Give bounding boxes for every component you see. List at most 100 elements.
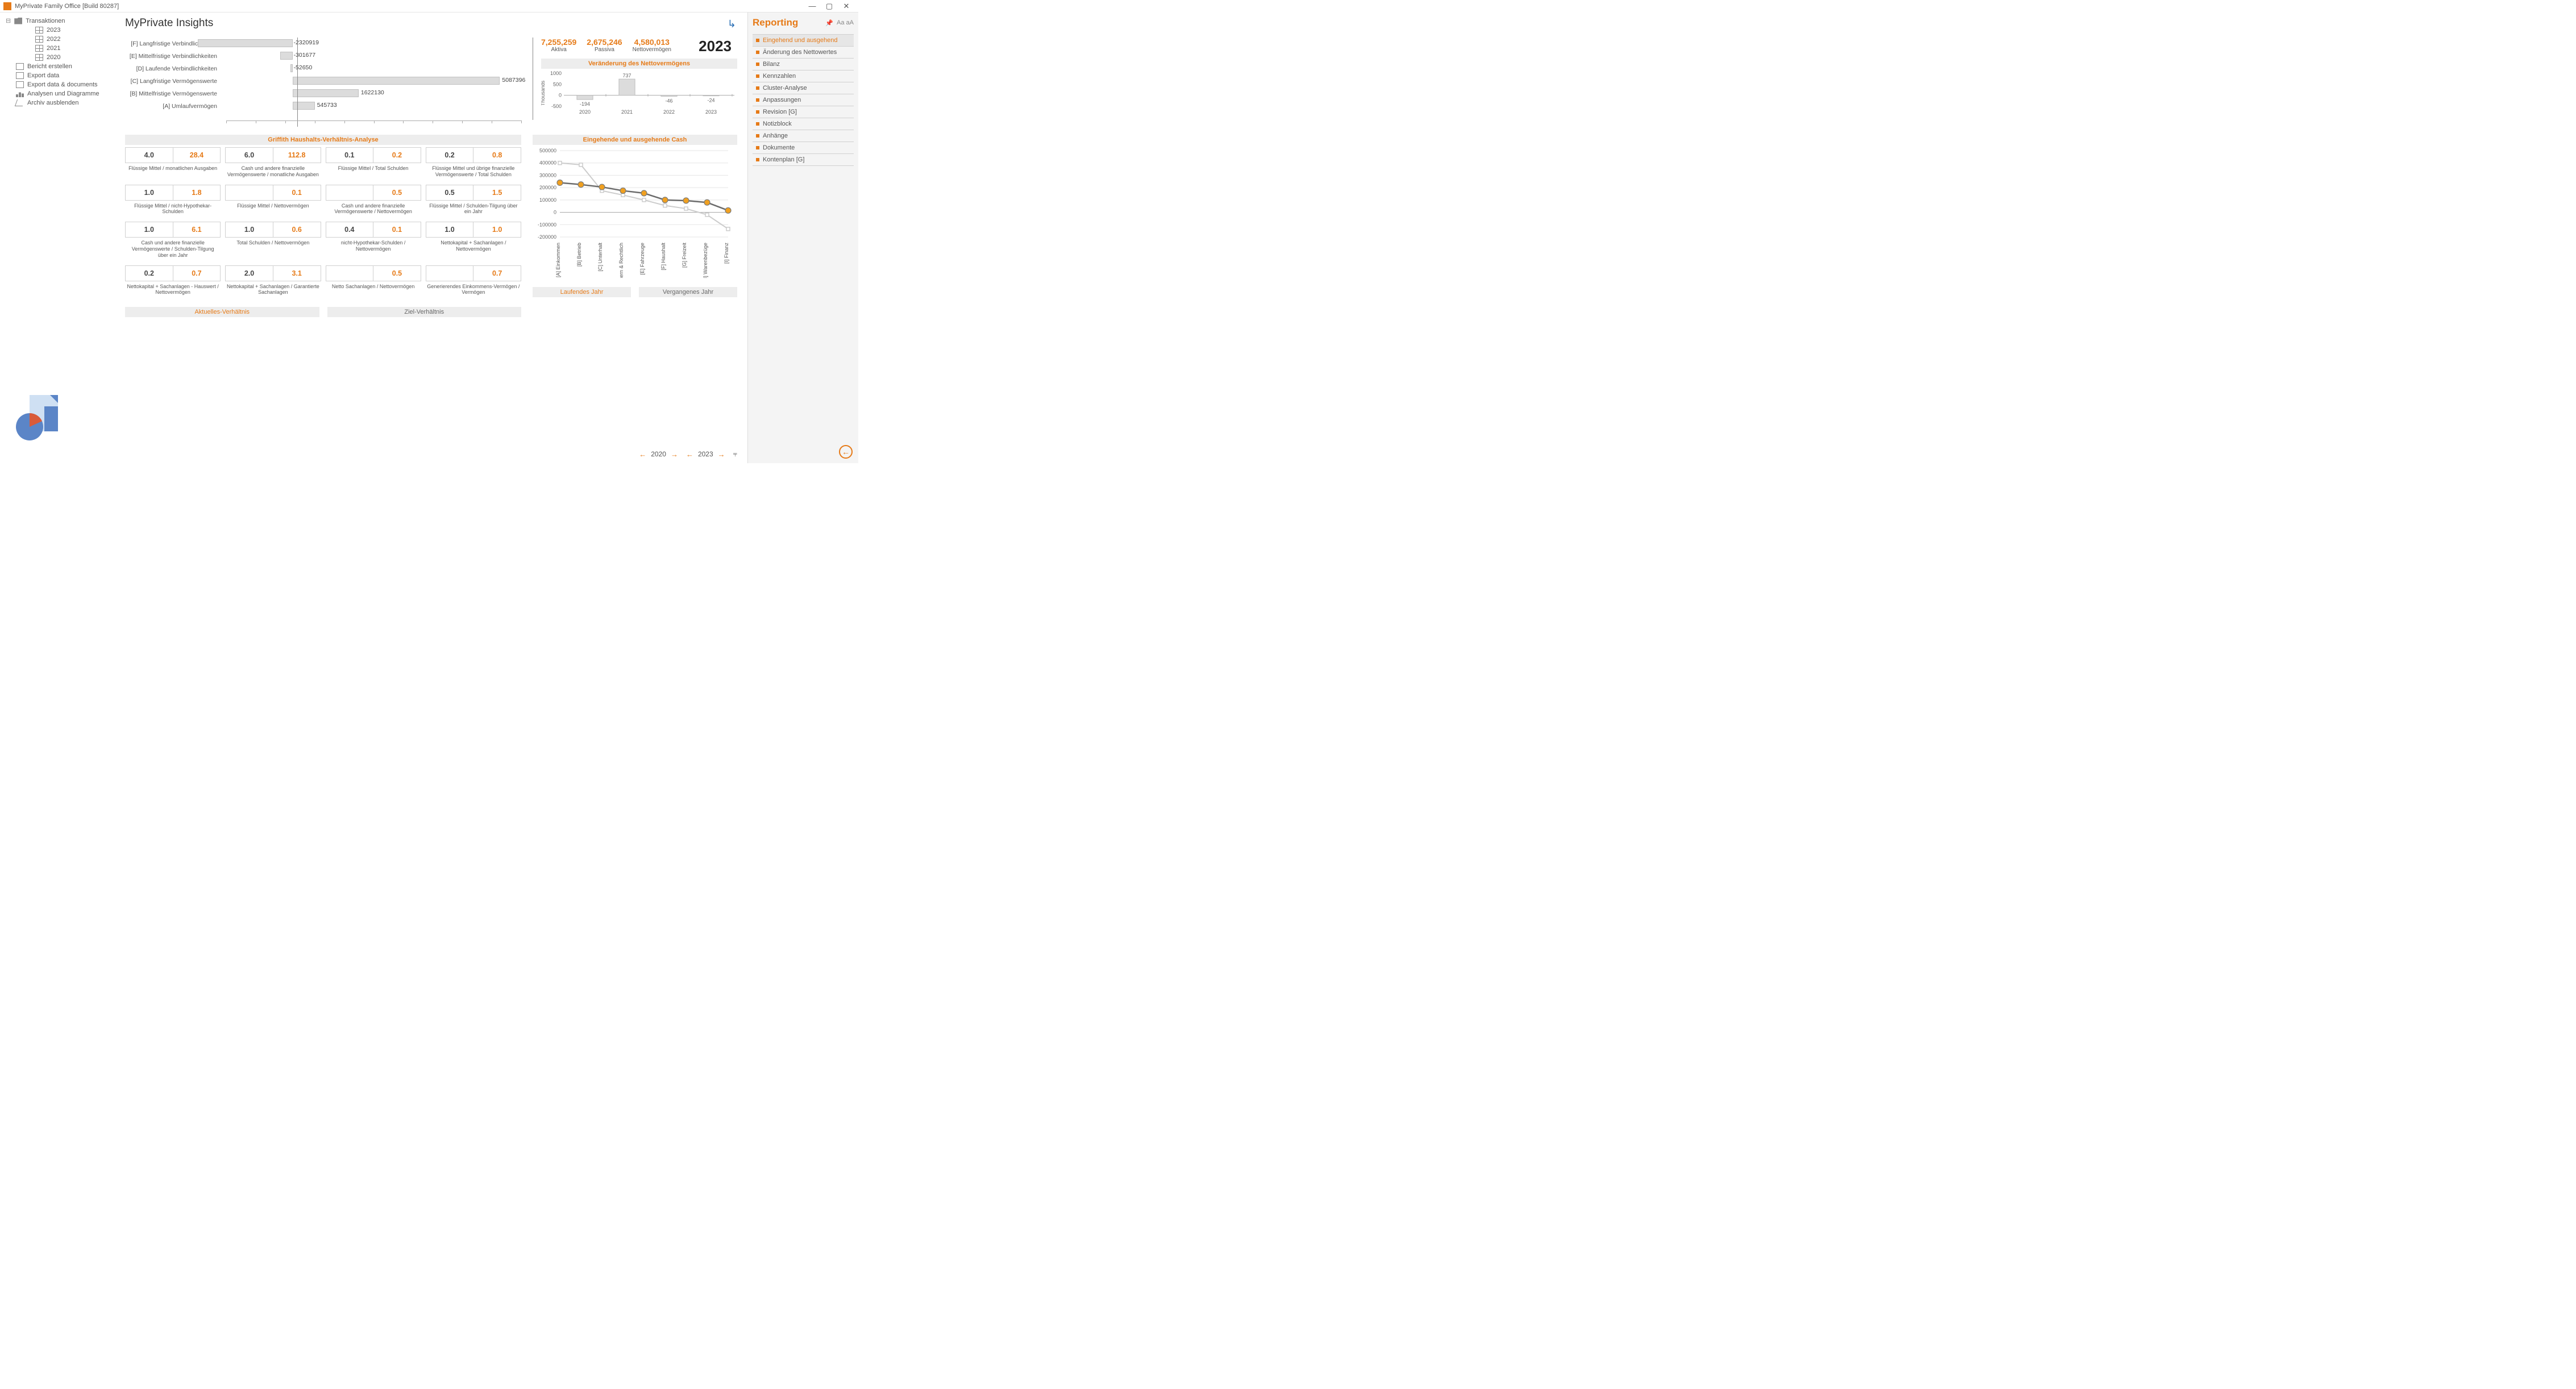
bullet-icon <box>756 86 759 90</box>
svg-text:[B] Betrieb: [B] Betrieb <box>576 243 582 267</box>
balance-hbar-chart: [F] Langfristige Verbindlichkeiten-23209… <box>125 38 521 120</box>
svg-text:Thousands: Thousands <box>541 80 546 106</box>
hbar-label: [B] Mittelfristige Vermögenswerte <box>125 90 222 97</box>
ratio-desc: Nettokapital + Sachanlagen / Garantierte… <box>225 281 321 298</box>
right-tab[interactable]: Anhänge <box>753 130 854 142</box>
bullet-icon <box>756 98 759 102</box>
bullet-icon <box>756 39 759 42</box>
tree-action-exportdocs[interactable]: Export data & documents <box>1 80 116 89</box>
app-icon <box>3 2 11 10</box>
close-button[interactable]: ✕ <box>838 2 855 11</box>
ratio-target: 1.0 <box>426 222 474 237</box>
ratio-desc: Cash und andere finanzielle Vermögenswer… <box>225 163 321 180</box>
tree-action-analyses[interactable]: Analysen und Diagramme <box>1 89 116 98</box>
ratio-desc: Flüssige Mittel / monatlichen Ausgaben <box>125 163 221 174</box>
hbar-value: 5087396 <box>502 77 525 84</box>
prev-arrow-icon[interactable]: ← <box>639 450 646 459</box>
svg-text:2021: 2021 <box>621 109 633 115</box>
ratio-cell: 0.5Cash und andere finanzielle Vermögens… <box>326 185 421 218</box>
kpi-label: Nettovermögen <box>633 47 671 53</box>
svg-text:100000: 100000 <box>539 197 556 203</box>
titlebar: MyPrivate Family Office [Build 80287] — … <box>0 0 858 13</box>
svg-text:-46: -46 <box>665 98 672 103</box>
ratio-current: 0.7 <box>473 266 521 281</box>
tree-action-export[interactable]: Export data <box>1 71 116 80</box>
tree-root[interactable]: ⊟ Transaktionen <box>1 16 116 26</box>
svg-text:[E] Fahrzeuge: [E] Fahrzeuge <box>639 243 645 275</box>
right-tab[interactable]: Revision [G] <box>753 106 854 118</box>
right-tab[interactable]: Eingehend und ausgehend <box>753 34 854 47</box>
right-tab-label: Bilanz <box>763 61 780 68</box>
ratio-target <box>226 185 273 200</box>
prev-arrow-icon[interactable]: ← <box>686 450 693 459</box>
return-button[interactable]: ← <box>839 445 853 459</box>
ratio-current: 28.4 <box>173 148 221 163</box>
right-tab[interactable]: Notizblock <box>753 118 854 130</box>
cash-panel: Eingehende und ausgehende Cash 500000400… <box>533 135 737 317</box>
fontsize-icon[interactable]: Aa aA <box>837 19 854 26</box>
right-title: Reporting <box>753 17 825 28</box>
ratio-cell: 1.06.1Cash und andere finanzielle Vermög… <box>125 222 221 260</box>
svg-text:-500: -500 <box>551 103 562 109</box>
bullet-icon <box>756 51 759 54</box>
svg-text:-194: -194 <box>580 101 590 107</box>
hbar-value: 1622130 <box>361 89 384 96</box>
tree-action-hide[interactable]: Archiv ausblenden <box>1 98 116 107</box>
kpi-value: 4,580,013 <box>633 38 671 47</box>
folder-icon <box>14 18 22 24</box>
right-tab[interactable]: Bilanz <box>753 58 854 70</box>
next-arrow-icon[interactable]: → <box>671 450 678 459</box>
minimize-button[interactable]: — <box>804 2 821 10</box>
tree-year-2020[interactable]: 2020 <box>1 53 116 62</box>
ratio-desc: Flüssige Mittel / Nettovermögen <box>225 200 321 211</box>
right-tab[interactable]: Cluster-Analyse <box>753 82 854 94</box>
year-nav-b: ← 2023 → <box>686 450 725 459</box>
bullet-icon <box>756 134 759 138</box>
year-nav-a: ← 2020 → <box>639 450 678 459</box>
grid-icon <box>35 54 43 61</box>
tree-action-report[interactable]: Bericht erstellen <box>1 62 116 71</box>
tree-year-2023[interactable]: 2023 <box>1 26 116 35</box>
ratio-desc: nicht-Hypothekar-Schulden / Nettovermöge… <box>326 237 421 255</box>
right-tab[interactable]: Anpassungen <box>753 94 854 106</box>
svg-text:-200000: -200000 <box>538 234 556 240</box>
right-tab[interactable]: Änderung des Nettowertes <box>753 46 854 59</box>
tree-year-2022[interactable]: 2022 <box>1 35 116 44</box>
right-tab[interactable]: Dokumente <box>753 142 854 154</box>
year-label: 2020 <box>651 450 666 458</box>
right-tab[interactable]: Kennzahlen <box>753 70 854 82</box>
right-tab-label: Cluster-Analyse <box>763 85 807 92</box>
svg-text:0: 0 <box>554 210 556 215</box>
maximize-button[interactable]: ▢ <box>821 2 838 11</box>
app-logo <box>1 386 116 460</box>
right-tab-label: Dokumente <box>763 144 795 151</box>
next-arrow-icon[interactable]: → <box>718 450 725 459</box>
kpi-value: 2,675,246 <box>587 38 622 47</box>
legend-current-ratio: Aktuelles-Verhältnis <box>125 307 319 317</box>
ratio-desc: Nettokapital + Sachanlagen / Nettovermög… <box>426 237 521 255</box>
ratio-cell: 1.01.0Nettokapital + Sachanlagen / Netto… <box>426 222 521 260</box>
ratio-target: 0.1 <box>326 148 374 163</box>
ratio-desc: Flüssige Mittel / Schulden-Tilgung über … <box>426 200 521 218</box>
doc-icon <box>16 63 24 70</box>
tree-root-label: Transaktionen <box>26 18 65 24</box>
tree-year-label: 2021 <box>47 45 60 52</box>
svg-text:[D] Versicherungen, Steuern &: [D] Versicherungen, Steuern & Rechtlich <box>618 243 624 278</box>
hbar-row: [A] Umlaufvermögen545733 <box>125 100 521 113</box>
pin-icon[interactable]: 📌 <box>825 19 833 27</box>
expand-icon[interactable]: ↳ <box>728 18 736 30</box>
ratio-target: 4.0 <box>126 148 173 163</box>
cash-chart: 5000004000003000002000001000000-100000-2… <box>533 147 737 278</box>
tree-year-2021[interactable]: 2021 <box>1 44 116 53</box>
ratio-current: 0.7 <box>173 266 221 281</box>
svg-text:0: 0 <box>559 93 562 98</box>
kpi-label: Aktiva <box>541 47 576 53</box>
ratio-cell: 0.5Netto Sachanlagen / Nettovermögen <box>326 265 421 298</box>
ratio-desc: Cash und andere finanzielle Vermögenswer… <box>326 200 421 218</box>
svg-text:[G] Freizeit: [G] Freizeit <box>682 243 687 268</box>
right-tab[interactable]: Kontenplan [G] <box>753 153 854 166</box>
ratio-current: 1.8 <box>173 185 221 200</box>
filter-icon[interactable]: ⫧ <box>733 450 737 459</box>
svg-text:2023: 2023 <box>705 109 717 115</box>
ratio-cell: 4.028.4Flüssige Mittel / monatlichen Aus… <box>125 147 221 180</box>
